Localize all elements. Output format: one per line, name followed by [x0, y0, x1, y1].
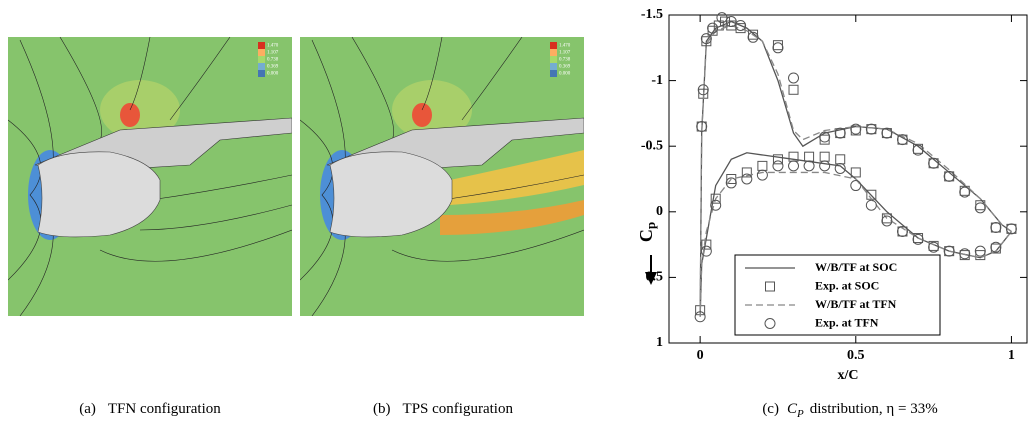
marker-square: [789, 85, 798, 94]
marker-circle: [866, 124, 876, 134]
caption: (b) TPS configuration: [373, 401, 513, 417]
marker-square: [820, 152, 829, 161]
text-part: P: [796, 408, 804, 420]
marker-circle: [773, 161, 783, 171]
colorbar-label: 1.470: [559, 44, 571, 49]
colorbar-label: 0.738: [559, 58, 571, 63]
legend-label: W/B/TF at TFN: [815, 297, 897, 311]
text-part: TFN configuration: [108, 401, 221, 417]
text-part: (c): [762, 401, 779, 417]
x-tick-label: 0: [697, 348, 704, 363]
colorbar-label: 1.470: [267, 44, 279, 49]
marker-square: [805, 152, 814, 161]
caption: (a) TFN configuration: [79, 401, 221, 417]
marker-circle: [757, 170, 767, 180]
x-tick-label: 0.5: [847, 348, 865, 363]
y-tick-label: 1: [656, 335, 663, 350]
colorbar-label: 0.000: [267, 72, 279, 77]
figure: (a) TFN configuration 1.470 1.107 0.738 0.369…: [0, 0, 1036, 434]
marker-square: [758, 161, 767, 170]
marker-circle: [991, 223, 1001, 233]
text-part: p: [643, 222, 658, 229]
x-tick-label: 1: [1008, 348, 1015, 363]
y-tick-label: -0.5: [641, 138, 663, 153]
marker-square: [773, 41, 782, 50]
colorbar-label: 0.738: [267, 58, 279, 63]
marker-circle: [773, 43, 783, 53]
contour-image-b: [300, 37, 584, 316]
x-axis-label: x/C: [838, 368, 859, 383]
page: (a) TFN configuration 1.470 1.107 0.738 0.369…: [0, 0, 1036, 434]
marker-circle: [789, 161, 799, 171]
colorbar-label: 1.107: [267, 51, 279, 56]
marker-circle: [789, 73, 799, 83]
text-part: C: [636, 229, 656, 242]
legend-label: Exp. at SOC: [815, 278, 879, 292]
y-tick-label: -1.5: [641, 7, 663, 22]
marker-circle: [820, 161, 830, 171]
colorbar-label: 0.369: [267, 65, 279, 70]
colorbar-label: 0.369: [559, 65, 571, 70]
text-part: (b): [373, 401, 391, 417]
marker-square: [991, 223, 1000, 232]
colorbar-label: 1.107: [559, 51, 571, 56]
marker-square: [867, 125, 876, 134]
marker-circle: [975, 203, 985, 213]
y-tick-label: 0: [656, 204, 663, 219]
colorbar-label: 0.000: [559, 72, 571, 77]
legend-label: W/B/TF at SOC: [815, 260, 897, 274]
marker-circle: [804, 161, 814, 171]
text-part: TPS configuration: [403, 401, 514, 417]
marker-square: [820, 135, 829, 144]
marker-circle: [701, 246, 711, 256]
marker-circle: [866, 200, 876, 210]
marker-circle: [975, 246, 985, 256]
y-tick-label: -1: [651, 73, 663, 88]
text-part: (a): [79, 401, 96, 417]
y-tick-label: 0.5: [646, 270, 664, 285]
legend-label: Exp. at TFN: [815, 315, 879, 329]
marker-square: [836, 155, 845, 164]
marker-circle: [851, 181, 861, 191]
text-part: distribution, η = 33%: [810, 401, 938, 417]
y-axis-label: Cp: [636, 222, 658, 242]
contour-image-a: [8, 37, 292, 316]
